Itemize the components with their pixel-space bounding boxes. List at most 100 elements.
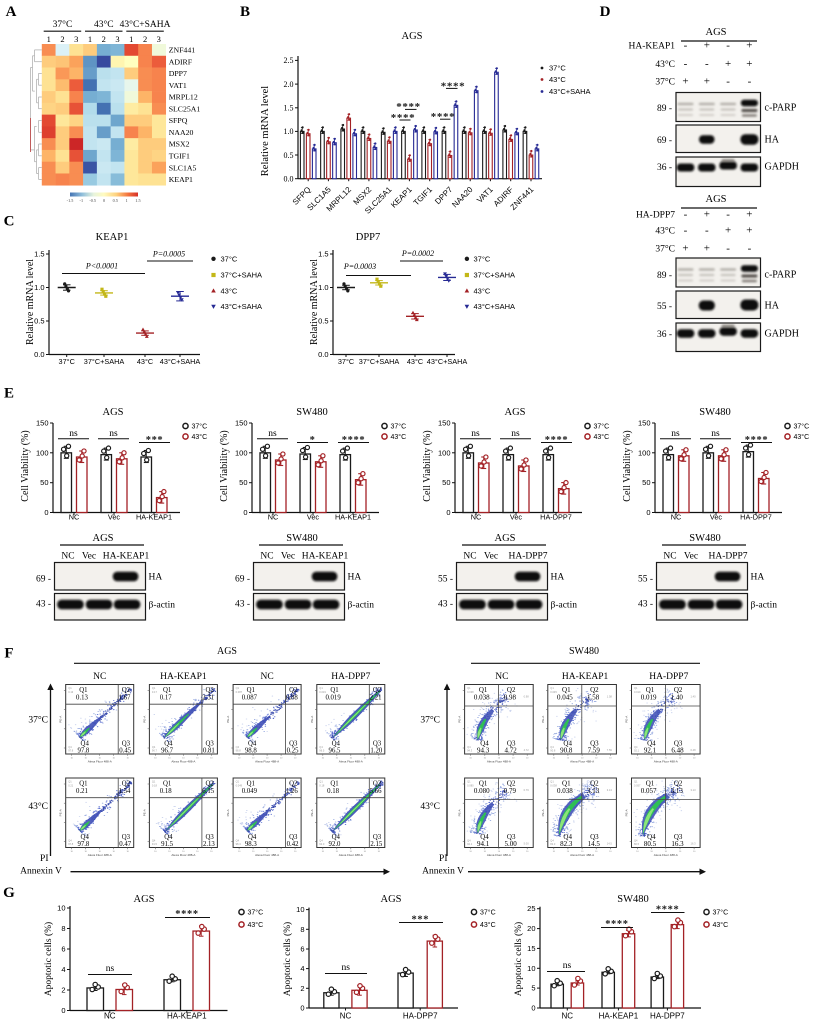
svg-text:****: **** — [545, 435, 568, 446]
svg-text:10: 10 — [364, 758, 367, 760]
svg-text:Q1: Q1 — [68, 780, 72, 784]
svg-text:150: 150 — [36, 419, 49, 428]
svg-text:1: 1 — [129, 34, 133, 44]
svg-text:Cell Viability (%): Cell Viability (%) — [219, 430, 230, 501]
svg-text:98.8: 98.8 — [245, 748, 257, 755]
svg-text:80.5: 80.5 — [634, 842, 640, 846]
svg-text:Vec: Vec — [484, 552, 498, 562]
svg-text:37°C: 37°C — [248, 909, 264, 917]
svg-text:37°C: 37°C — [480, 909, 496, 917]
svg-text:HA-DPP7: HA-DPP7 — [508, 552, 547, 562]
svg-text:PE-A: PE-A — [142, 716, 146, 723]
svg-text:0.080: 0.080 — [467, 784, 474, 788]
svg-text:82.3: 82.3 — [560, 840, 573, 848]
svg-text:TGIF1: TGIF1 — [169, 152, 190, 161]
svg-text:Q4: Q4 — [68, 839, 72, 843]
svg-text:PE-A: PE-A — [59, 716, 63, 723]
svg-text:3: 3 — [74, 34, 78, 44]
svg-text:100: 100 — [438, 448, 451, 457]
svg-text:****: **** — [656, 905, 679, 916]
svg-text:0.79: 0.79 — [504, 787, 517, 795]
svg-text:+: + — [704, 76, 710, 88]
svg-text:Cell Viability (%): Cell Viability (%) — [622, 430, 633, 501]
svg-text:AGS: AGS — [217, 646, 237, 657]
svg-text:43°C: 43°C — [391, 433, 407, 441]
svg-text:3: 3 — [115, 34, 119, 44]
svg-text:VAT1: VAT1 — [169, 81, 187, 90]
svg-text:10: 10 — [252, 758, 255, 760]
svg-text:PE-A: PE-A — [541, 716, 545, 723]
svg-text:Q3: Q3 — [674, 833, 683, 841]
svg-text:Q3: Q3 — [373, 834, 382, 841]
svg-text:E: E — [4, 386, 14, 402]
svg-text:Q3: Q3 — [507, 833, 516, 841]
svg-text:98.3: 98.3 — [245, 841, 257, 848]
svg-text:1.58: 1.58 — [607, 695, 613, 699]
svg-text:10: 10 — [70, 851, 73, 853]
svg-text:AGS: AGS — [133, 894, 154, 905]
svg-text:37°C: 37°C — [549, 64, 566, 73]
svg-text:Q1: Q1 — [152, 780, 156, 784]
svg-text:Q1: Q1 — [163, 687, 171, 694]
svg-text:0.019: 0.019 — [634, 690, 641, 694]
svg-text:Q1: Q1 — [236, 686, 240, 690]
svg-text:50: 50 — [442, 478, 450, 487]
svg-text:94.3: 94.3 — [477, 747, 490, 755]
svg-text:43°C: 43°C — [192, 433, 208, 441]
svg-text:-: - — [684, 58, 688, 70]
svg-text:4: 4 — [61, 965, 65, 974]
svg-text:Q3: Q3 — [205, 741, 214, 748]
svg-text:10: 10 — [322, 851, 325, 853]
svg-text:92.0: 92.0 — [329, 841, 341, 848]
svg-text:10: 10 — [294, 758, 297, 760]
svg-text:NC: NC — [268, 513, 279, 522]
svg-text:0.0: 0.0 — [318, 350, 328, 359]
svg-text:HA-KEAP1: HA-KEAP1 — [335, 513, 371, 522]
svg-text:Q2: Q2 — [205, 780, 214, 787]
svg-text:10: 10 — [280, 758, 283, 760]
svg-text:HA-DPP7: HA-DPP7 — [331, 672, 370, 682]
svg-text:HA-KEAP1: HA-KEAP1 — [160, 672, 207, 682]
svg-text:Annexin V: Annexin V — [20, 867, 62, 877]
svg-text:NC: NC — [340, 1012, 352, 1021]
svg-text:-: - — [726, 209, 730, 221]
svg-text:Q4: Q4 — [319, 745, 323, 749]
svg-text:ns: ns — [511, 429, 520, 439]
svg-text:0.080: 0.080 — [474, 787, 490, 795]
svg-text:0.0: 0.0 — [34, 350, 44, 359]
svg-text:Q3: Q3 — [289, 741, 298, 748]
svg-text:0.98: 0.98 — [504, 693, 517, 701]
svg-text:0.057: 0.057 — [634, 784, 641, 788]
svg-text:B: B — [240, 4, 250, 20]
svg-text:6: 6 — [61, 945, 65, 954]
svg-text:Alexa Fluor 488-A: Alexa Fluor 488-A — [654, 853, 678, 857]
svg-text:Apoptotic cells (%): Apoptotic cells (%) — [513, 922, 524, 996]
svg-text:Alexa Fluor 488-A: Alexa Fluor 488-A — [171, 760, 195, 764]
svg-text:4: 4 — [300, 964, 304, 973]
svg-text:Q2: Q2 — [205, 687, 214, 694]
svg-text:D: D — [600, 4, 611, 20]
svg-text:10: 10 — [526, 758, 529, 760]
svg-text:10: 10 — [526, 851, 529, 853]
svg-text:Q4: Q4 — [236, 839, 240, 843]
svg-text:+: + — [746, 58, 752, 70]
svg-text:ns: ns — [711, 429, 720, 439]
svg-text:Q4: Q4 — [480, 740, 489, 748]
svg-text:14.5: 14.5 — [588, 840, 601, 848]
svg-text:1.20: 1.20 — [370, 748, 382, 755]
svg-text:3.13: 3.13 — [607, 788, 613, 792]
svg-text:Vec: Vec — [710, 513, 723, 522]
svg-text:4.72: 4.72 — [524, 748, 530, 752]
svg-text:43°C: 43°C — [474, 286, 491, 295]
svg-text:92.0: 92.0 — [319, 842, 325, 846]
svg-text:Annexin V: Annexin V — [422, 867, 464, 877]
svg-text:80.5: 80.5 — [644, 840, 657, 848]
svg-text:PE-A: PE-A — [226, 809, 230, 816]
svg-text:0: 0 — [103, 198, 105, 203]
svg-text:Q3: Q3 — [205, 834, 214, 841]
svg-text:43°C: 43°C — [794, 433, 810, 441]
svg-text:10: 10 — [126, 758, 129, 760]
svg-text:AGS: AGS — [102, 407, 123, 418]
svg-text:7.59: 7.59 — [607, 748, 613, 752]
svg-text:6.15: 6.15 — [202, 788, 214, 795]
